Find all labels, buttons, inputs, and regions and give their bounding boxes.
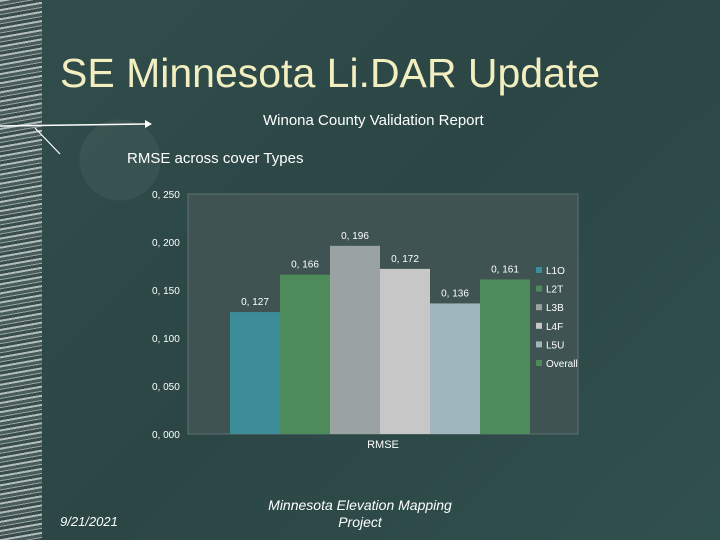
chart-caption: RMSE across cover Types (127, 150, 304, 167)
legend-label: L5U (546, 340, 564, 351)
legend-label: L4F (546, 322, 563, 333)
legend-swatch (536, 285, 542, 292)
footer-project: Minnesota Elevation Mapping Project (268, 497, 452, 530)
y-tick-label: 0, 050 (152, 382, 180, 393)
pointer-arrow (0, 120, 152, 155)
legend-swatch (536, 322, 542, 329)
bar-value-label: 0, 161 (491, 264, 519, 275)
bar-value-label: 0, 127 (241, 297, 269, 308)
bar-value-label: 0, 136 (441, 288, 469, 299)
bar-l2t (280, 274, 330, 434)
legend-swatch (536, 360, 542, 366)
bar-l5u (430, 303, 480, 434)
rmse-bar-chart: 0, 000 0, 050 0, 100 0, 150 0, 200 0, 250 0, … (152, 190, 579, 451)
y-tick-label: 0, 250 (152, 190, 180, 201)
y-tick-label: 0, 150 (152, 286, 180, 297)
y-axis-ticks: 0, 000 0, 050 0, 100 0, 150 0, 200 0, 250 (152, 190, 180, 441)
chart-panel: 0, 000 0, 050 0, 100 0, 150 0, 200 0, 250 0, … (150, 182, 590, 457)
bar-labels-group: 0, 127 0, 166 0, 196 0, 172 0, 136 0, 161 (241, 231, 519, 308)
y-tick-label: 0, 200 (152, 238, 180, 249)
legend-swatch (536, 341, 542, 348)
legend: L1O L2T L3B L4F L5U Overall (536, 266, 578, 370)
legend-label: L1O (546, 266, 565, 277)
bar-overall (480, 279, 530, 434)
slide-subtitle: Winona County Validation Report (263, 112, 484, 129)
slide-title: SE Minnesota Li.DAR Update (60, 50, 601, 96)
legend-label: L2T (546, 285, 563, 296)
bar-value-label: 0, 172 (391, 254, 419, 265)
legend-label: Overall (546, 359, 578, 370)
y-tick-label: 0, 000 (152, 430, 180, 441)
legend-label: L3B (546, 303, 564, 314)
contour-map-strip (0, 0, 42, 540)
bar-l1o (230, 312, 280, 434)
legend-swatch (536, 304, 542, 311)
legend-swatch (536, 267, 542, 273)
y-tick-label: 0, 100 (152, 334, 180, 345)
bars-group (230, 245, 530, 434)
bar-l4f (380, 268, 430, 434)
footer-date: 9/21/2021 (60, 514, 118, 529)
bar-value-label: 0, 196 (341, 231, 369, 242)
bar-l3b (330, 245, 380, 434)
x-axis-label: RMSE (367, 439, 399, 451)
bar-value-label: 0, 166 (291, 260, 319, 271)
